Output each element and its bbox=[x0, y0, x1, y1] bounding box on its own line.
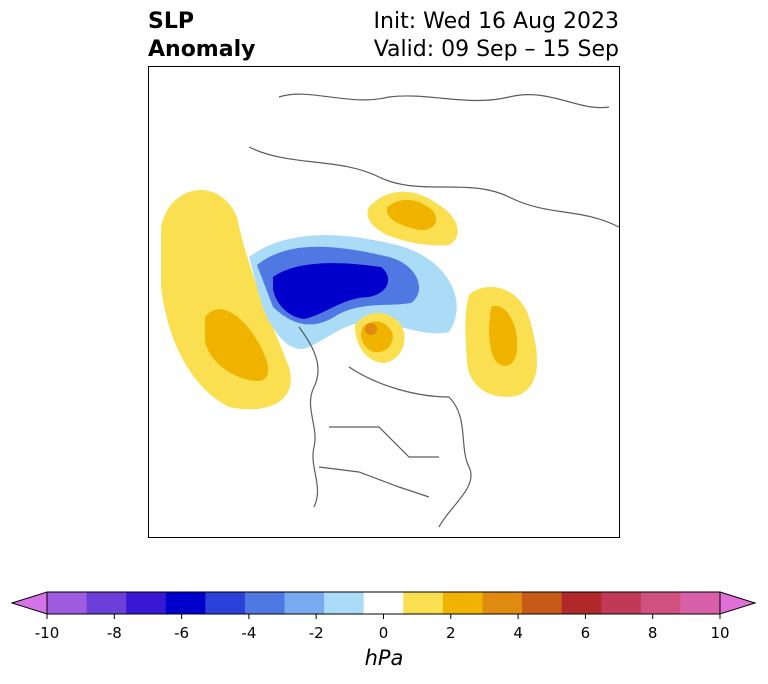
colorbar-bin bbox=[482, 592, 523, 614]
colorbar-tick-label: -4 bbox=[241, 624, 257, 642]
colorbar-bin bbox=[522, 592, 563, 614]
colorbar-bin bbox=[47, 592, 88, 614]
colorbar-bin bbox=[680, 592, 721, 614]
colorbar-tick-label: -10 bbox=[34, 624, 60, 642]
colorbar-tick-label: -8 bbox=[106, 624, 122, 642]
colorbar-units: hPa bbox=[364, 646, 404, 670]
title-line-1: SLP bbox=[148, 9, 194, 34]
colorbar-tick-label: 6 bbox=[580, 624, 591, 642]
date-info: Init: Wed 16 Aug 2023 Valid: 09 Sep – 15… bbox=[374, 8, 619, 64]
anomaly-map bbox=[148, 66, 620, 538]
colorbar-arrow-max bbox=[719, 591, 757, 615]
colorbar-bin bbox=[324, 592, 365, 614]
arctic-canada-low-core bbox=[273, 263, 389, 319]
colorbar-tick-label: -2 bbox=[308, 624, 324, 642]
greenland-high-peak bbox=[365, 323, 377, 335]
map-title: SLP Anomaly bbox=[148, 8, 255, 64]
colorbar-bin bbox=[640, 592, 681, 614]
north-pacific-high-core bbox=[205, 309, 269, 381]
colorbar-bin bbox=[284, 592, 325, 614]
colorbar bbox=[10, 591, 757, 619]
init-date: Init: Wed 16 Aug 2023 bbox=[373, 9, 619, 34]
colorbar-tick-label: 8 bbox=[647, 624, 658, 642]
colorbar-bin bbox=[244, 592, 286, 614]
colorbar-tick-label: 0 bbox=[378, 624, 389, 642]
colorbar-bin bbox=[126, 592, 167, 614]
colorbar-bin bbox=[561, 592, 602, 614]
title-line-2: Anomaly bbox=[148, 37, 256, 62]
colorbar-bin bbox=[403, 592, 444, 614]
colorbar-bin bbox=[363, 592, 404, 614]
valid-range: Valid: 09 Sep – 15 Sep bbox=[373, 37, 619, 62]
colorbar-bin bbox=[442, 592, 483, 614]
colorbar-tick-label: -6 bbox=[174, 624, 190, 642]
colorbar-tick-label: 4 bbox=[513, 624, 523, 642]
colorbar-tick-label: 2 bbox=[446, 624, 456, 642]
colorbar-bin bbox=[86, 592, 127, 614]
colorbar-tick-label: 10 bbox=[710, 624, 730, 642]
north-atlantic-high-core bbox=[489, 306, 518, 366]
siberia-high-core bbox=[386, 199, 437, 231]
colorbar-bin bbox=[205, 592, 246, 614]
colorbar-arrow-min bbox=[10, 591, 48, 615]
colorbar-bin bbox=[601, 592, 642, 614]
colorbar-bin bbox=[165, 592, 206, 614]
